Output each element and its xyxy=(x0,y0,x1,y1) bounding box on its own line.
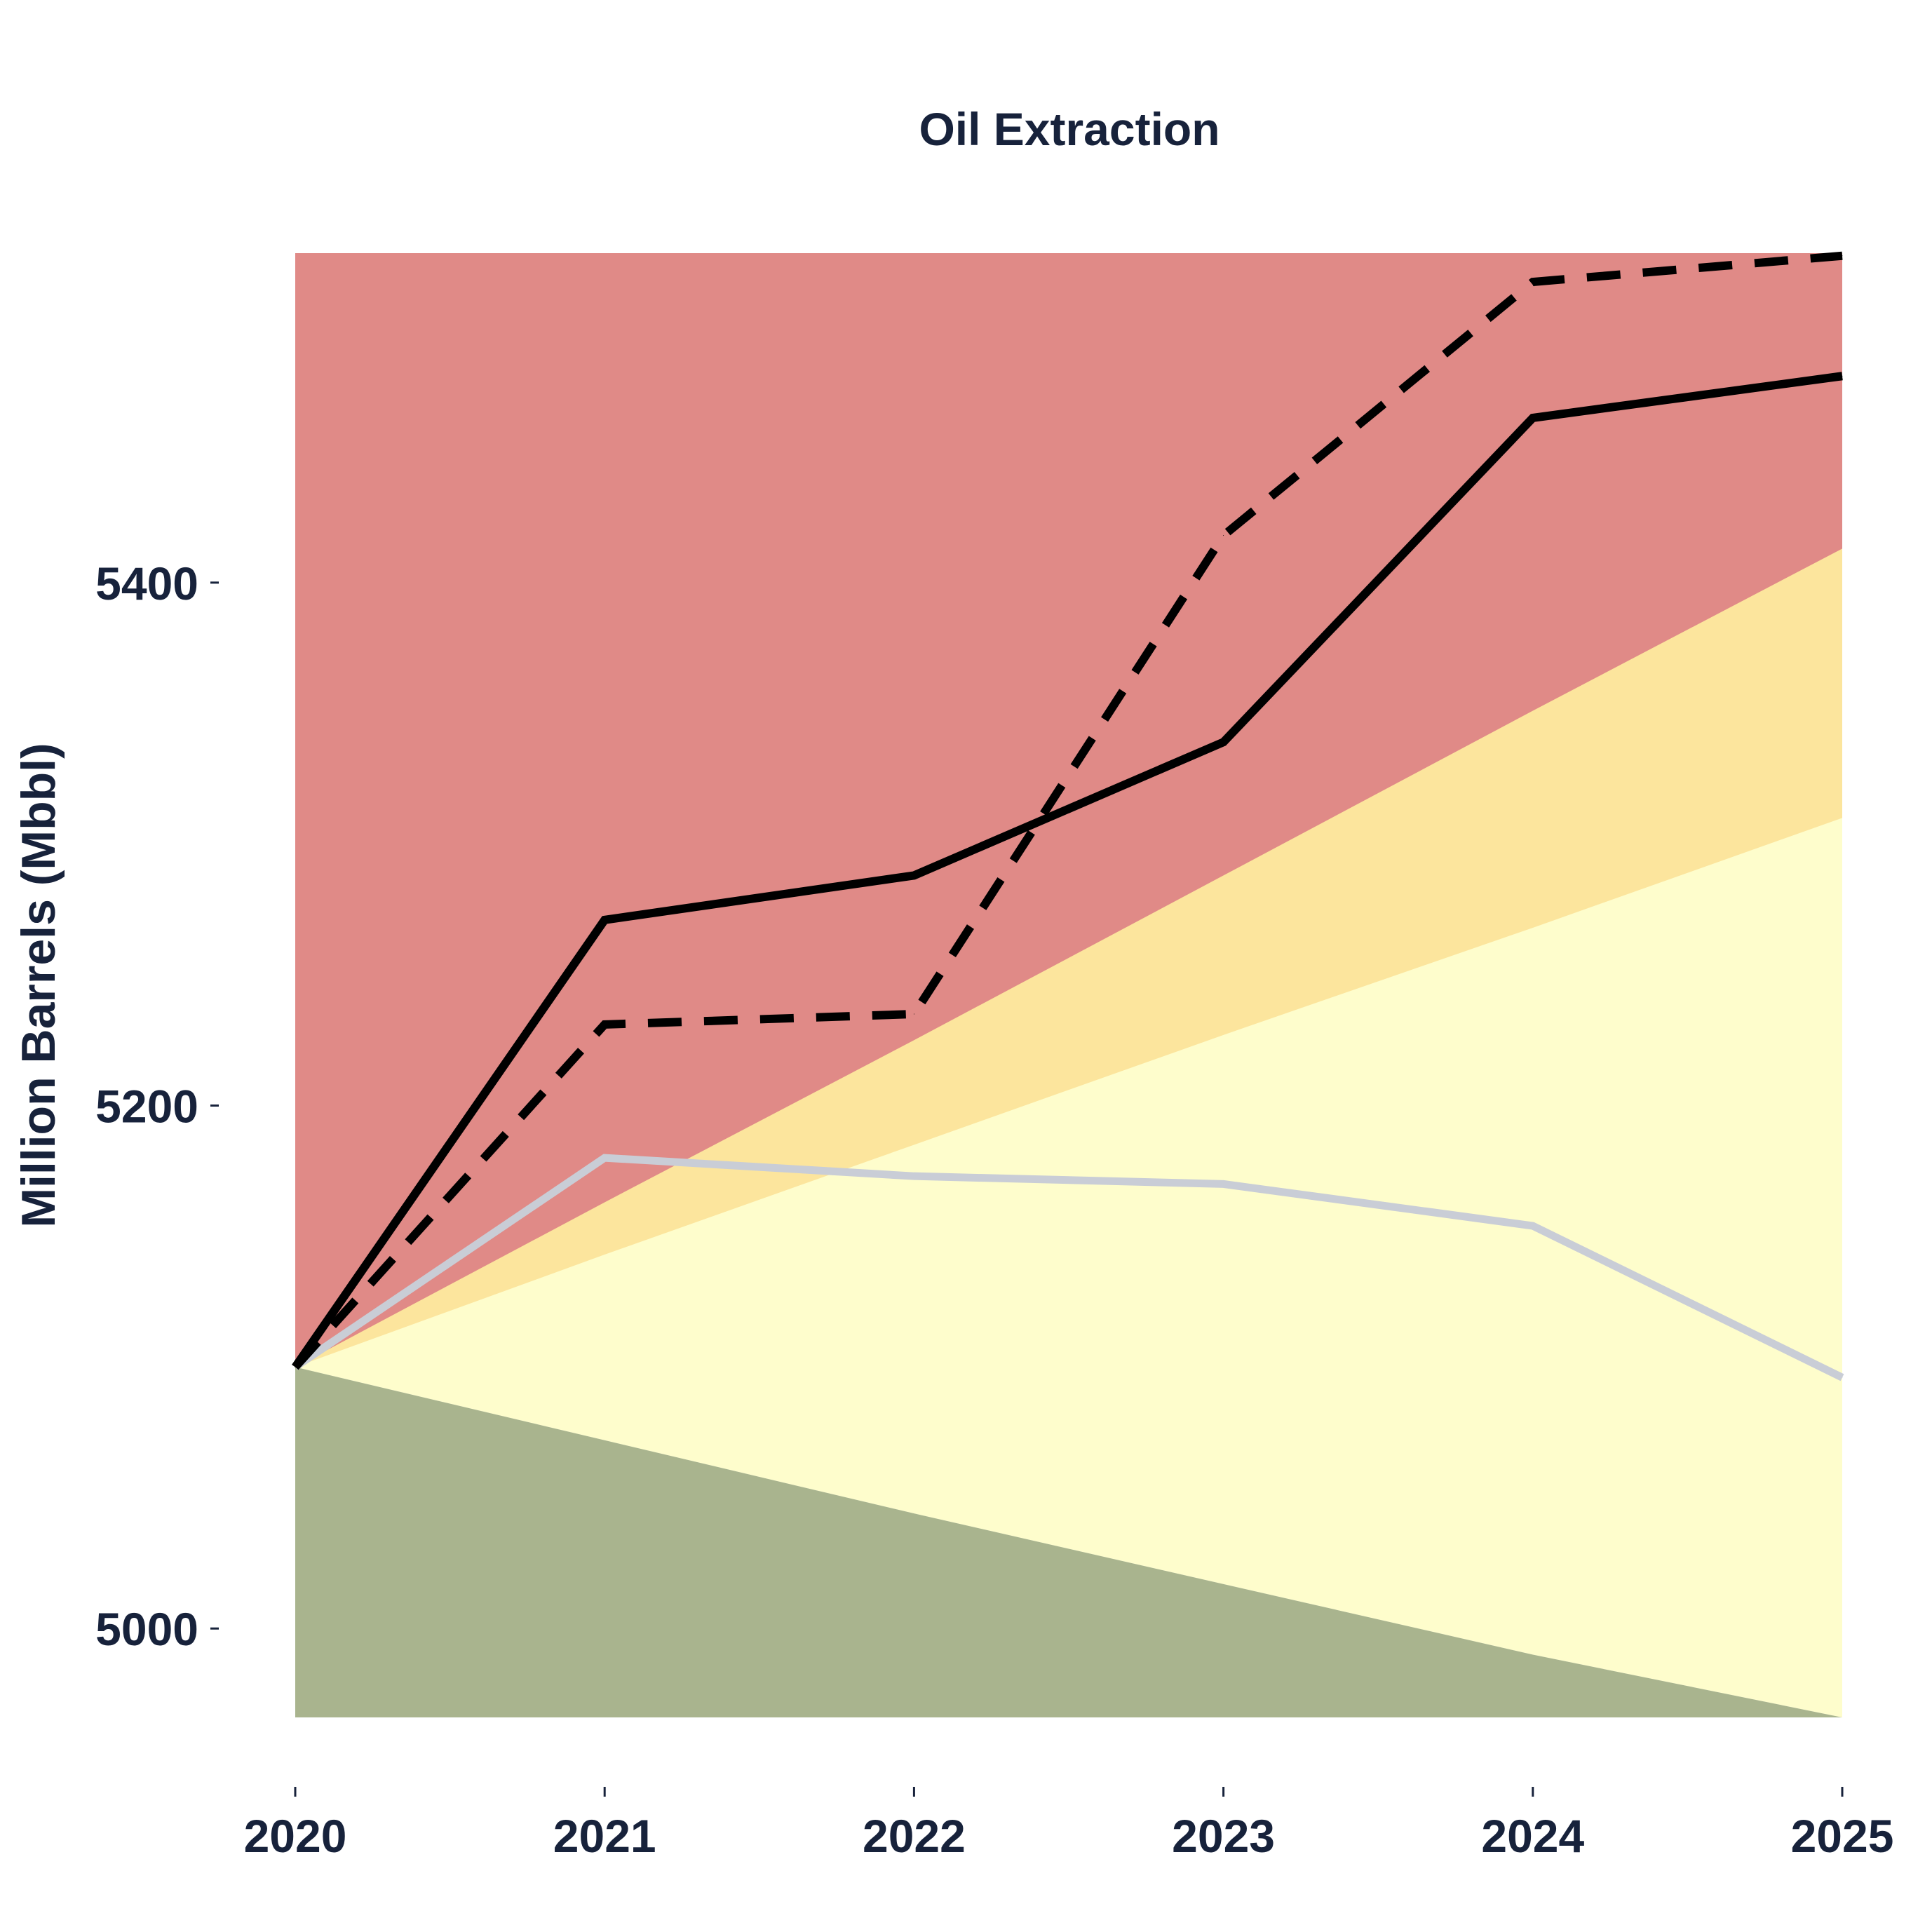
series-line-2 xyxy=(292,1154,1844,1382)
chart-title: Oil Extraction xyxy=(919,103,1220,155)
y-axis: 5000 5200 5400 xyxy=(95,558,219,1655)
series-0-point-3 xyxy=(1223,741,1224,743)
series-lines xyxy=(292,251,1844,1382)
series-0-point-4 xyxy=(1532,417,1534,419)
series-1-point-5 xyxy=(1842,255,1843,257)
x-tick-label-2: 2022 xyxy=(863,1810,966,1862)
x-axis: 2020 2021 2022 2023 2024 2025 xyxy=(244,1787,1894,1862)
x-tick-label-4: 2024 xyxy=(1481,1810,1584,1862)
y-tick-label-0: 5000 xyxy=(95,1603,198,1655)
series-0-point-5 xyxy=(1842,375,1843,377)
series-0-point-1 xyxy=(604,919,605,921)
x-tick-label-1: 2021 xyxy=(553,1810,656,1862)
x-tick-label-5: 2025 xyxy=(1791,1810,1894,1862)
background-bands xyxy=(295,253,1842,1717)
band-3 xyxy=(295,1367,1842,1717)
y-tick-label-1: 5200 xyxy=(95,1081,198,1133)
series-1-point-1 xyxy=(604,1024,605,1025)
series-line-0 xyxy=(292,372,1843,1370)
series-2-point-5 xyxy=(1842,1377,1843,1378)
series-1-point-3 xyxy=(1223,535,1224,536)
x-tick-label-3: 2023 xyxy=(1172,1810,1275,1862)
x-tick-label-0: 2020 xyxy=(244,1810,347,1862)
series-1-point-4 xyxy=(1532,281,1534,283)
y-axis-title: Million Barrels (Mbbl) xyxy=(12,743,65,1227)
band-2 xyxy=(295,818,1842,1717)
y-tick-label-2: 5400 xyxy=(95,558,198,609)
series-2-point-4 xyxy=(1532,1225,1534,1227)
